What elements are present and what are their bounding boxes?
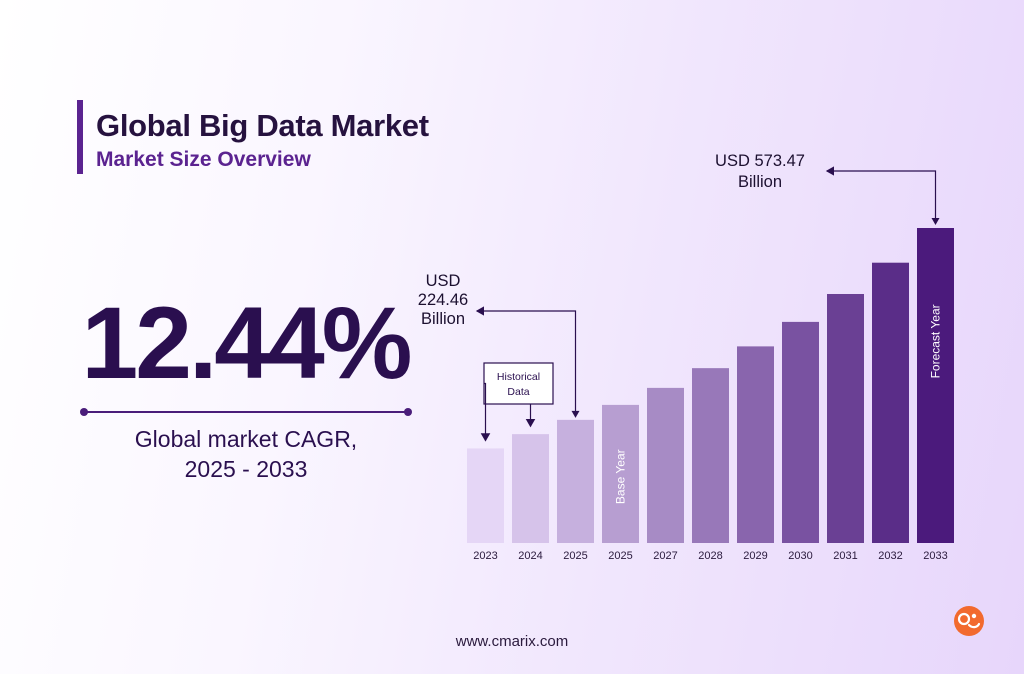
x-tick-label: 2025 — [608, 550, 632, 562]
cagr-caption-line1: Global market CAGR, — [134, 426, 358, 452]
cagr-caption-line2: 2025 - 2033 — [184, 456, 308, 483]
callout-2033-value-line2: Billion — [738, 173, 782, 191]
bar-2024-1 — [512, 434, 549, 543]
footer-website[interactable]: www.cmarix.com — [455, 633, 569, 650]
x-tick-label: 2028 — [698, 550, 722, 562]
bar-2032-9 — [872, 262, 909, 543]
bar-2031-8 — [827, 293, 864, 543]
callout-2025-value-line1: USD — [426, 272, 461, 290]
cmarix-logo-icon — [954, 606, 984, 636]
x-tick-label: 2033 — [923, 550, 947, 562]
cagr-divider — [80, 408, 412, 416]
title-accent-bar — [77, 100, 83, 174]
bar-2023-0 — [467, 448, 504, 543]
cagr-caption: Global market CAGR, 2025 - 2033 — [82, 424, 410, 485]
x-tick-label: 2029 — [743, 550, 767, 562]
x-tick-label: 2024 — [518, 550, 542, 562]
bar-2033-10 — [917, 228, 954, 543]
x-tick-label: 2032 — [878, 550, 902, 562]
callout-2025-arrowhead — [571, 410, 580, 418]
bar-2030-7 — [782, 321, 819, 543]
bars-group: Base Year Forecast Year — [467, 228, 954, 543]
bar-inline-label: Base Year — [614, 449, 628, 504]
bar-2025-3 — [602, 404, 639, 543]
bar-2028-5 — [692, 368, 729, 543]
arrow-to-2023 — [480, 382, 491, 442]
x-tick-label: 2031 — [833, 550, 857, 562]
x-tick-label: 2030 — [788, 550, 812, 562]
callout-2033-arrowhead — [931, 218, 940, 225]
bar-inline-label: Forecast Year — [929, 304, 943, 378]
historical-data-label-line1: Historical — [497, 371, 540, 383]
cagr-value: 12.44% — [81, 286, 413, 400]
callout-2025-value-line3: Billion — [421, 310, 465, 328]
page-subtitle: Market Size Overview — [96, 148, 311, 171]
callout-2033-arrow — [825, 166, 937, 220]
x-tick-labels-group: 2023 2024 2025 2025 2027 2028 2029 2030 2031 2032… — [473, 550, 947, 562]
bar-2029-6 — [737, 346, 774, 543]
callout-2025-arrow — [475, 306, 577, 412]
historical-data-label-line2: Data — [507, 386, 529, 398]
callout-2033-value-line1: USD 573.47 — [715, 152, 805, 170]
callout-2025-value-line2: 224.46 — [418, 291, 468, 309]
x-tick-label: 2025 — [563, 550, 587, 562]
x-tick-label: 2023 — [473, 550, 497, 562]
x-tick-label: 2027 — [653, 550, 677, 562]
bar-2027-4 — [647, 387, 684, 543]
page-title: Global Big Data Market — [96, 108, 429, 143]
historical-data-box — [483, 362, 554, 405]
bar-2025-2 — [557, 419, 594, 543]
